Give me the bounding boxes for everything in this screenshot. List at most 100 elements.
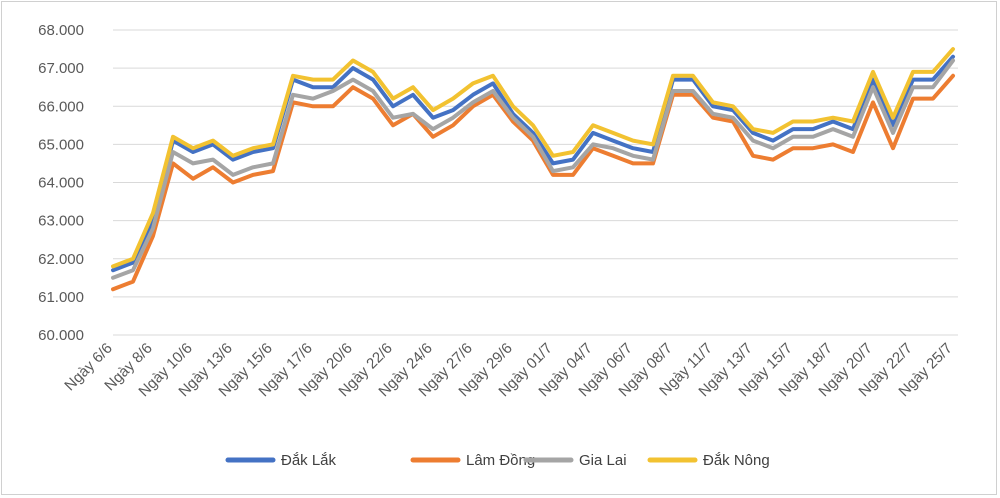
data-point — [591, 143, 595, 146]
data-point — [891, 131, 895, 135]
data-point — [931, 97, 935, 100]
data-point — [111, 288, 115, 291]
data-point — [531, 135, 535, 138]
data-point — [111, 268, 115, 272]
data-point — [391, 97, 395, 100]
data-point — [871, 78, 875, 81]
data-point — [511, 105, 515, 108]
y-tick-label: 66.000 — [38, 98, 84, 115]
data-point — [831, 116, 835, 119]
y-tick-label: 64.000 — [38, 175, 84, 192]
data-point — [131, 257, 135, 260]
series-1 — [111, 54, 955, 273]
legend-item: Gia Lai — [523, 452, 627, 469]
data-point — [331, 89, 335, 93]
data-point — [711, 101, 715, 104]
legend-item: Lâm Đồng — [410, 452, 535, 469]
data-point — [351, 78, 355, 81]
data-point — [111, 276, 115, 280]
data-point — [931, 85, 935, 89]
data-point — [871, 70, 875, 74]
data-point — [551, 169, 555, 173]
y-tick-label: 60.000 — [38, 327, 84, 344]
data-point — [571, 173, 575, 177]
y-tick-label: 62.000 — [38, 251, 84, 268]
data-point — [591, 124, 595, 127]
data-point — [631, 146, 635, 150]
data-point — [571, 166, 575, 169]
data-point — [211, 158, 215, 161]
data-point — [611, 131, 615, 135]
data-point — [331, 78, 335, 81]
data-point — [551, 154, 555, 158]
legend-label: Lâm Đồng — [466, 452, 535, 469]
data-point — [191, 146, 195, 150]
data-point — [871, 85, 875, 89]
data-point — [731, 105, 735, 108]
data-point — [891, 146, 895, 150]
data-point — [411, 112, 415, 116]
data-point — [711, 105, 715, 108]
series-4 — [111, 47, 955, 269]
data-point — [311, 105, 315, 108]
data-point — [411, 93, 415, 97]
data-point — [911, 85, 915, 89]
series-3 — [111, 58, 955, 280]
y-tick-label: 61.000 — [38, 289, 84, 306]
data-point — [311, 85, 315, 89]
y-axis-ticks: 60.000 61.000 62.000 63.000 64.000 65.000 66.0… — [38, 22, 84, 344]
data-point — [931, 70, 935, 74]
data-point — [291, 93, 295, 97]
data-point — [731, 116, 735, 119]
data-point — [291, 74, 295, 77]
data-point — [711, 112, 715, 116]
data-point — [831, 143, 835, 146]
data-point — [491, 74, 495, 77]
data-point — [251, 150, 255, 154]
gridlines — [113, 29, 958, 336]
data-point — [611, 139, 615, 142]
data-point — [691, 89, 695, 93]
data-point — [511, 116, 515, 119]
data-point — [431, 116, 435, 119]
data-point — [431, 135, 435, 138]
data-point — [811, 146, 815, 150]
data-point — [791, 135, 795, 138]
data-point — [151, 211, 155, 215]
data-point — [191, 162, 195, 165]
data-point — [811, 120, 815, 123]
data-point — [891, 124, 895, 127]
data-point — [231, 158, 235, 161]
data-point — [231, 173, 235, 177]
data-point — [211, 139, 215, 142]
data-point — [231, 154, 235, 158]
y-tick-label: 65.000 — [38, 136, 84, 153]
data-point — [171, 162, 175, 165]
data-point — [871, 101, 875, 104]
data-point — [451, 97, 455, 100]
data-point — [171, 135, 175, 138]
data-point — [471, 101, 475, 104]
data-point — [271, 143, 275, 146]
data-point — [571, 158, 575, 161]
data-point — [691, 74, 695, 77]
legend-label: Đắk Lắk — [281, 452, 337, 469]
data-point — [151, 234, 155, 238]
series-line — [111, 54, 955, 273]
data-point — [951, 55, 955, 58]
data-point — [451, 124, 455, 127]
data-point — [491, 82, 495, 85]
data-point — [211, 143, 215, 146]
data-point — [911, 78, 915, 81]
data-point — [711, 116, 715, 119]
data-point — [391, 124, 395, 127]
legend-label: Đắk Nông — [703, 452, 770, 469]
data-point — [611, 146, 615, 150]
data-point — [791, 127, 795, 131]
data-point — [331, 105, 335, 108]
data-point — [351, 85, 355, 89]
data-point — [351, 66, 355, 70]
data-point — [351, 59, 355, 62]
data-point — [131, 261, 135, 264]
